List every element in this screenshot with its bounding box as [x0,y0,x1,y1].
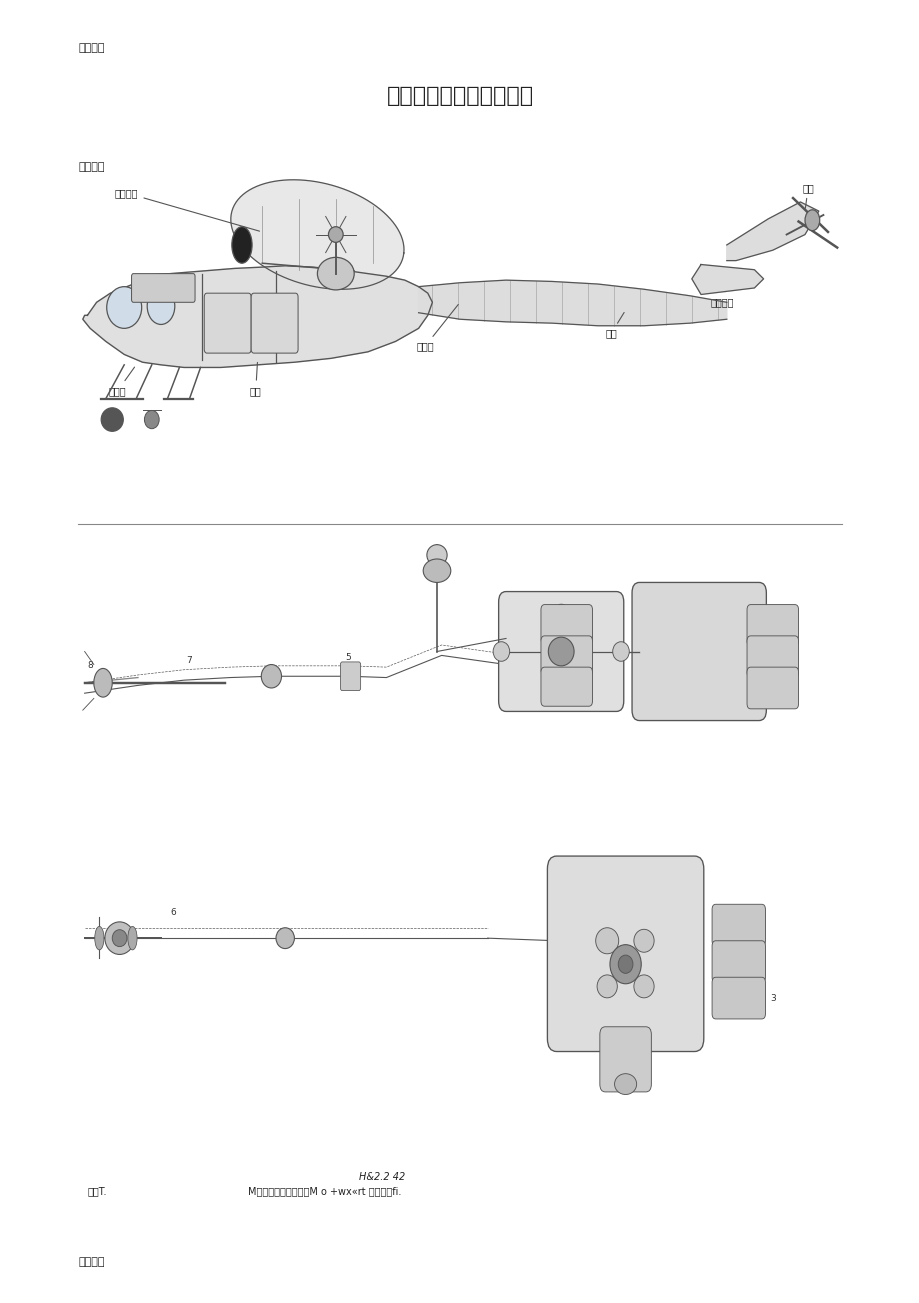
FancyBboxPatch shape [540,605,592,644]
Text: 精品文档: 精品文档 [78,1256,105,1267]
Text: 程理T.: 程理T. [87,1186,107,1196]
FancyBboxPatch shape [547,856,703,1052]
Text: 尾桨: 尾桨 [801,182,813,208]
FancyBboxPatch shape [540,636,592,675]
Text: 4: 4 [631,611,637,620]
Ellipse shape [107,287,142,328]
Text: 发动机舱: 发动机舱 [115,188,259,231]
Ellipse shape [95,926,104,950]
Text: 驾驶舱: 驾驶舱 [108,367,134,396]
Polygon shape [83,266,432,367]
Ellipse shape [147,288,175,324]
FancyBboxPatch shape [746,605,798,646]
Polygon shape [691,265,763,294]
Ellipse shape [317,258,354,289]
Ellipse shape [232,227,252,263]
Ellipse shape [618,955,632,973]
Ellipse shape [609,945,641,984]
Text: 5: 5 [345,653,350,662]
Text: 尾架: 尾架 [605,313,623,339]
FancyBboxPatch shape [540,667,592,706]
Ellipse shape [596,928,618,954]
Polygon shape [418,280,726,326]
Ellipse shape [276,928,294,949]
Ellipse shape [261,665,281,688]
FancyBboxPatch shape [746,667,798,709]
Text: 8: 8 [87,661,93,670]
Ellipse shape [548,637,573,666]
Text: 6: 6 [170,908,176,917]
FancyBboxPatch shape [631,582,766,721]
Ellipse shape [612,641,629,662]
Text: 1: 1 [751,603,756,612]
Ellipse shape [128,926,137,950]
Ellipse shape [633,929,653,952]
Polygon shape [726,202,818,261]
Text: 2: 2 [507,614,513,623]
Ellipse shape [328,227,343,242]
FancyBboxPatch shape [251,293,298,353]
Text: H&2.2 42: H&2.2 42 [358,1171,404,1182]
FancyBboxPatch shape [340,662,360,691]
Ellipse shape [144,410,159,429]
Ellipse shape [552,679,569,698]
Ellipse shape [552,605,569,624]
Ellipse shape [101,408,123,431]
Ellipse shape [423,559,450,582]
Text: 3: 3 [769,994,775,1003]
Text: 直升飞机构造及飞行原理: 直升飞机构造及飞行原理 [386,86,533,106]
Polygon shape [231,180,403,289]
Ellipse shape [493,641,509,662]
FancyBboxPatch shape [204,293,251,353]
Ellipse shape [596,975,617,998]
Ellipse shape [426,545,447,566]
Text: M虚鲍鲎仁得曲址卜用M o +wx«rt 厂串屑袖fi.: M虚鲍鲎仁得曲址卜用M o +wx«rt 厂串屑袖fi. [248,1186,402,1196]
Ellipse shape [804,210,819,231]
Text: 过渡段: 过渡段 [415,305,458,352]
FancyBboxPatch shape [599,1027,651,1092]
Ellipse shape [94,668,112,697]
FancyBboxPatch shape [131,274,195,302]
Ellipse shape [112,930,127,946]
Ellipse shape [105,923,134,954]
Ellipse shape [614,1074,636,1095]
Text: 座舱: 座舱 [250,362,261,396]
FancyBboxPatch shape [498,592,623,711]
Text: 水平尾面: 水平尾面 [709,281,733,308]
Ellipse shape [633,975,653,998]
Text: 精品文档: 精品文档 [78,43,105,53]
FancyBboxPatch shape [711,904,765,946]
Text: 构造简图: 构造简图 [78,162,105,172]
FancyBboxPatch shape [711,941,765,982]
FancyBboxPatch shape [746,636,798,678]
Text: 7: 7 [186,655,191,665]
FancyBboxPatch shape [711,977,765,1019]
